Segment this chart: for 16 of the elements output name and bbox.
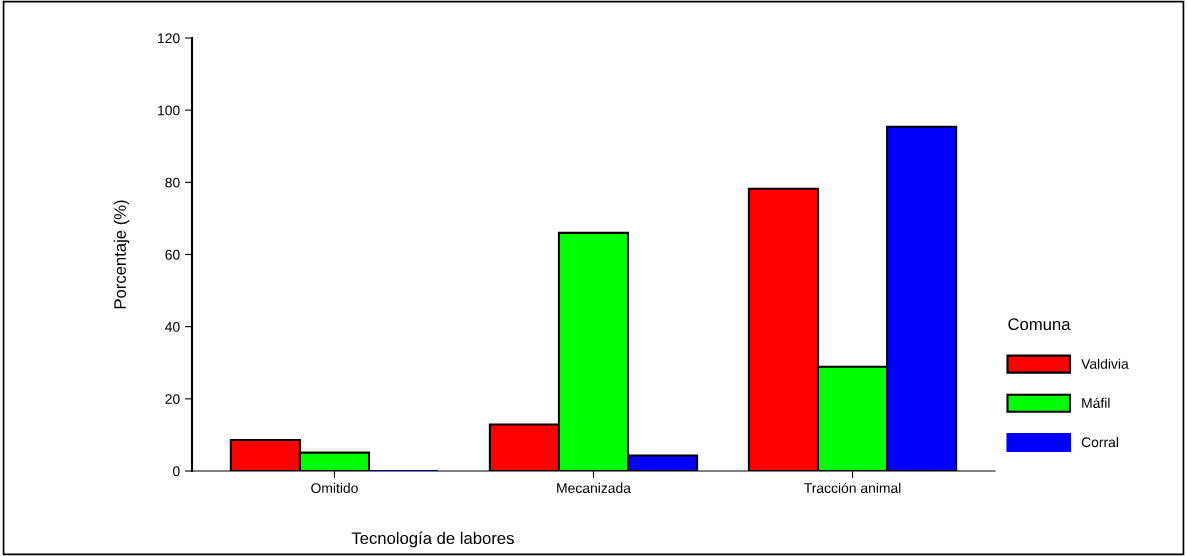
legend-label: Corral xyxy=(1081,436,1118,448)
y-tick-label: 120 xyxy=(158,33,180,44)
legend-label: Máfil xyxy=(1082,397,1110,408)
x-tick-label: Omitido xyxy=(311,482,358,494)
x-tick-label: Mecanizada xyxy=(557,482,631,494)
x-axis-title: Tecnología de labores xyxy=(351,531,514,548)
y-tick-label: 60 xyxy=(165,249,180,260)
y-tick-label: 40 xyxy=(165,322,180,332)
y-tick-label: 80 xyxy=(165,177,180,188)
y-axis-title: Porcentaje (%) xyxy=(113,200,130,309)
x-tick-label: Tracción animal xyxy=(804,482,901,494)
legend-title: Comuna xyxy=(1008,318,1071,331)
y-tick-label: 0 xyxy=(173,466,180,477)
y-tick-label: 20 xyxy=(165,394,180,404)
legend-label: Valdivia xyxy=(1081,358,1129,369)
y-tick-label: 100 xyxy=(158,105,180,116)
